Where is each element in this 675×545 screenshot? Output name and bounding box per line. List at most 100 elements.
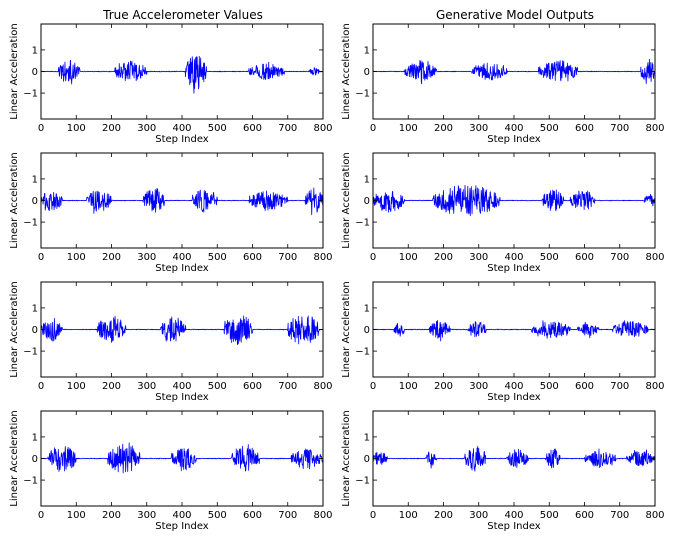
panel-3-1-xtick-label: 100 (67, 381, 86, 392)
panel-1-1-xtick-label: 100 (67, 123, 86, 134)
panel-4-1-xtick-label: 400 (172, 510, 191, 521)
panel-4-2-xtick-label: 500 (540, 510, 559, 521)
panel-2-2-xtick-label: 100 (399, 252, 418, 263)
panel-2-2-ytick-label: 1 (364, 174, 370, 185)
panel-2-2-ytick-label: −1 (355, 218, 370, 229)
panel-4-2-xtick-label: 800 (645, 510, 664, 521)
panel-2-2-xtick-label: 500 (540, 252, 559, 263)
panel-4-2: 0 100 200 300 400 500 600 700 800 1 0 −1 Step Index L… (341, 410, 665, 532)
panel-2-1-xtick-label: 200 (102, 252, 121, 263)
panel-4-1-xlabel: Step Index (155, 521, 209, 532)
panel-4-1-xtick-label: 200 (102, 510, 121, 521)
panel-4-2-ylabel: Linear Acceleration (341, 410, 352, 506)
panel-3-2: 0 100 200 300 400 500 600 700 800 1 0 −1 Step Index L… (341, 281, 665, 403)
panel-3-1-ytick-label: −1 (23, 347, 38, 358)
panel-2-1-xtick-label: 600 (243, 252, 262, 263)
panel-1-2-ytick-label: 1 (364, 45, 370, 56)
panel-3-2-xlabel: Step Index (487, 392, 541, 403)
panel-2-1-ylabel: Linear Acceleration (9, 152, 20, 248)
panel-4-2-xtick-label: 600 (575, 510, 594, 521)
panel-3-1-xtick-label: 0 (38, 381, 44, 392)
panel-2-1-ytick-label: −1 (23, 218, 38, 229)
panel-1-1: 0 100 200 300 400 500 600 700 800 1 0 −1 Step Index L… (9, 23, 333, 145)
panel-3-1-ytick-label: 0 (32, 325, 38, 336)
panel-3-2-ylabel: Linear Acceleration (341, 281, 352, 377)
panel-2-2-ytick-label: 0 (364, 196, 370, 207)
panel-4-2-xtick-label: 200 (434, 510, 453, 521)
panel-4-2-series-line (372, 446, 656, 472)
panel-2-1-xtick-label: 700 (278, 252, 297, 263)
panel-4-2-ytick-label: 0 (364, 454, 370, 465)
panel-3-2-xtick-label: 700 (610, 381, 629, 392)
panel-4-1-ytick-label: −1 (23, 476, 38, 487)
panel-3-1-xtick-label: 800 (313, 381, 332, 392)
panel-4-2-xtick-label: 400 (504, 510, 523, 521)
panel-2-1-xtick-label: 100 (67, 252, 86, 263)
panel-1-2-xtick-label: 500 (540, 123, 559, 134)
panel-3-2-xtick-label: 0 (370, 381, 376, 392)
panel-3-1-ytick-label: 1 (32, 303, 38, 314)
panel-1-2-xlabel: Step Index (487, 134, 541, 145)
panel-4-1-xtick-label: 300 (137, 510, 156, 521)
panel-1-2-xtick-label: 600 (575, 123, 594, 134)
panel-4-2-xtick-label: 100 (399, 510, 418, 521)
panel-3-2-xtick-label: 600 (575, 381, 594, 392)
panel-2-2-xtick-label: 0 (370, 252, 376, 263)
panel-1-1-ytick-label: −1 (23, 89, 38, 100)
panel-2-2-ylabel: Linear Acceleration (341, 152, 352, 248)
panel-2-1-xtick-label: 500 (208, 252, 227, 263)
panel-2-2-xtick-label: 600 (575, 252, 594, 263)
panel-3-1-xtick-label: 500 (208, 381, 227, 392)
panel-3-1-xtick-label: 400 (172, 381, 191, 392)
panel-4-1-xtick-label: 500 (208, 510, 227, 521)
panel-2-2-xtick-label: 200 (434, 252, 453, 263)
panel-3-2-xtick-label: 300 (469, 381, 488, 392)
panel-3-1-series-line (40, 315, 324, 346)
panel-1-2-xtick-label: 800 (645, 123, 664, 134)
panel-1-1-series-line (40, 55, 324, 94)
panel-1-1-ytick-label: 1 (32, 45, 38, 56)
panel-4-2-xlabel: Step Index (487, 521, 541, 532)
panel-4-2-xtick-label: 0 (370, 510, 376, 521)
panel-1-2-series-line (372, 58, 656, 85)
panel-4-1-xtick-label: 600 (243, 510, 262, 521)
panel-4-2-xtick-label: 300 (469, 510, 488, 521)
panel-2-2: 0 100 200 300 400 500 600 700 800 1 0 −1 Step Index L… (341, 152, 665, 274)
panel-3-1-xtick-label: 600 (243, 381, 262, 392)
panel-3-2-series-line (372, 320, 656, 342)
panel-1-2-ylabel: Linear Acceleration (341, 23, 352, 119)
panel-2-1-ytick-label: 0 (32, 196, 38, 207)
panel-1-1-xtick-label: 700 (278, 123, 297, 134)
panel-3-2-xtick-label: 200 (434, 381, 453, 392)
panel-4-2-xtick-label: 700 (610, 510, 629, 521)
panel-3-2-ytick-label: 0 (364, 325, 370, 336)
panel-3-1-ylabel: Linear Acceleration (9, 281, 20, 377)
panel-1-1-xtick-label: 0 (38, 123, 44, 134)
panel-1-1-xtick-label: 200 (102, 123, 121, 134)
panel-1-1-xtick-label: 600 (243, 123, 262, 134)
panel-4-1-xtick-label: 800 (313, 510, 332, 521)
panel-3-2-xtick-label: 500 (540, 381, 559, 392)
panel-3-1-xtick-label: 700 (278, 381, 297, 392)
panel-2-2-xtick-label: 800 (645, 252, 664, 263)
panel-1-2-xtick-label: 300 (469, 123, 488, 134)
panel-3-1: 0 100 200 300 400 500 600 700 800 1 0 −1 Step Index L… (9, 281, 333, 403)
panel-4-1-ytick-label: 0 (32, 454, 38, 465)
panel-4-2-ytick-label: 1 (364, 432, 370, 443)
col-title-left: True Accelerometer Values (102, 8, 263, 22)
panel-2-1-ytick-label: 1 (32, 174, 38, 185)
panel-2-2-xlabel: Step Index (487, 263, 541, 274)
panel-4-1-ytick-label: 1 (32, 432, 38, 443)
panel-1-1-ylabel: Linear Acceleration (9, 23, 20, 119)
panel-2-1-xlabel: Step Index (155, 263, 209, 274)
panel-1-2-ytick-label: 0 (364, 67, 370, 78)
panel-1-2-xtick-label: 100 (399, 123, 418, 134)
panel-4-1: 0 100 200 300 400 500 600 700 800 1 0 −1 Step Index L… (9, 410, 333, 532)
panel-1-2-xtick-label: 0 (370, 123, 376, 134)
panel-1-2-xtick-label: 200 (434, 123, 453, 134)
panel-4-1-xtick-label: 100 (67, 510, 86, 521)
panel-2-1-xtick-label: 0 (38, 252, 44, 263)
panel-2-1: 0 100 200 300 400 500 600 700 800 1 0 −1 Step Index L… (9, 152, 333, 274)
panel-3-2-xtick-label: 400 (504, 381, 523, 392)
